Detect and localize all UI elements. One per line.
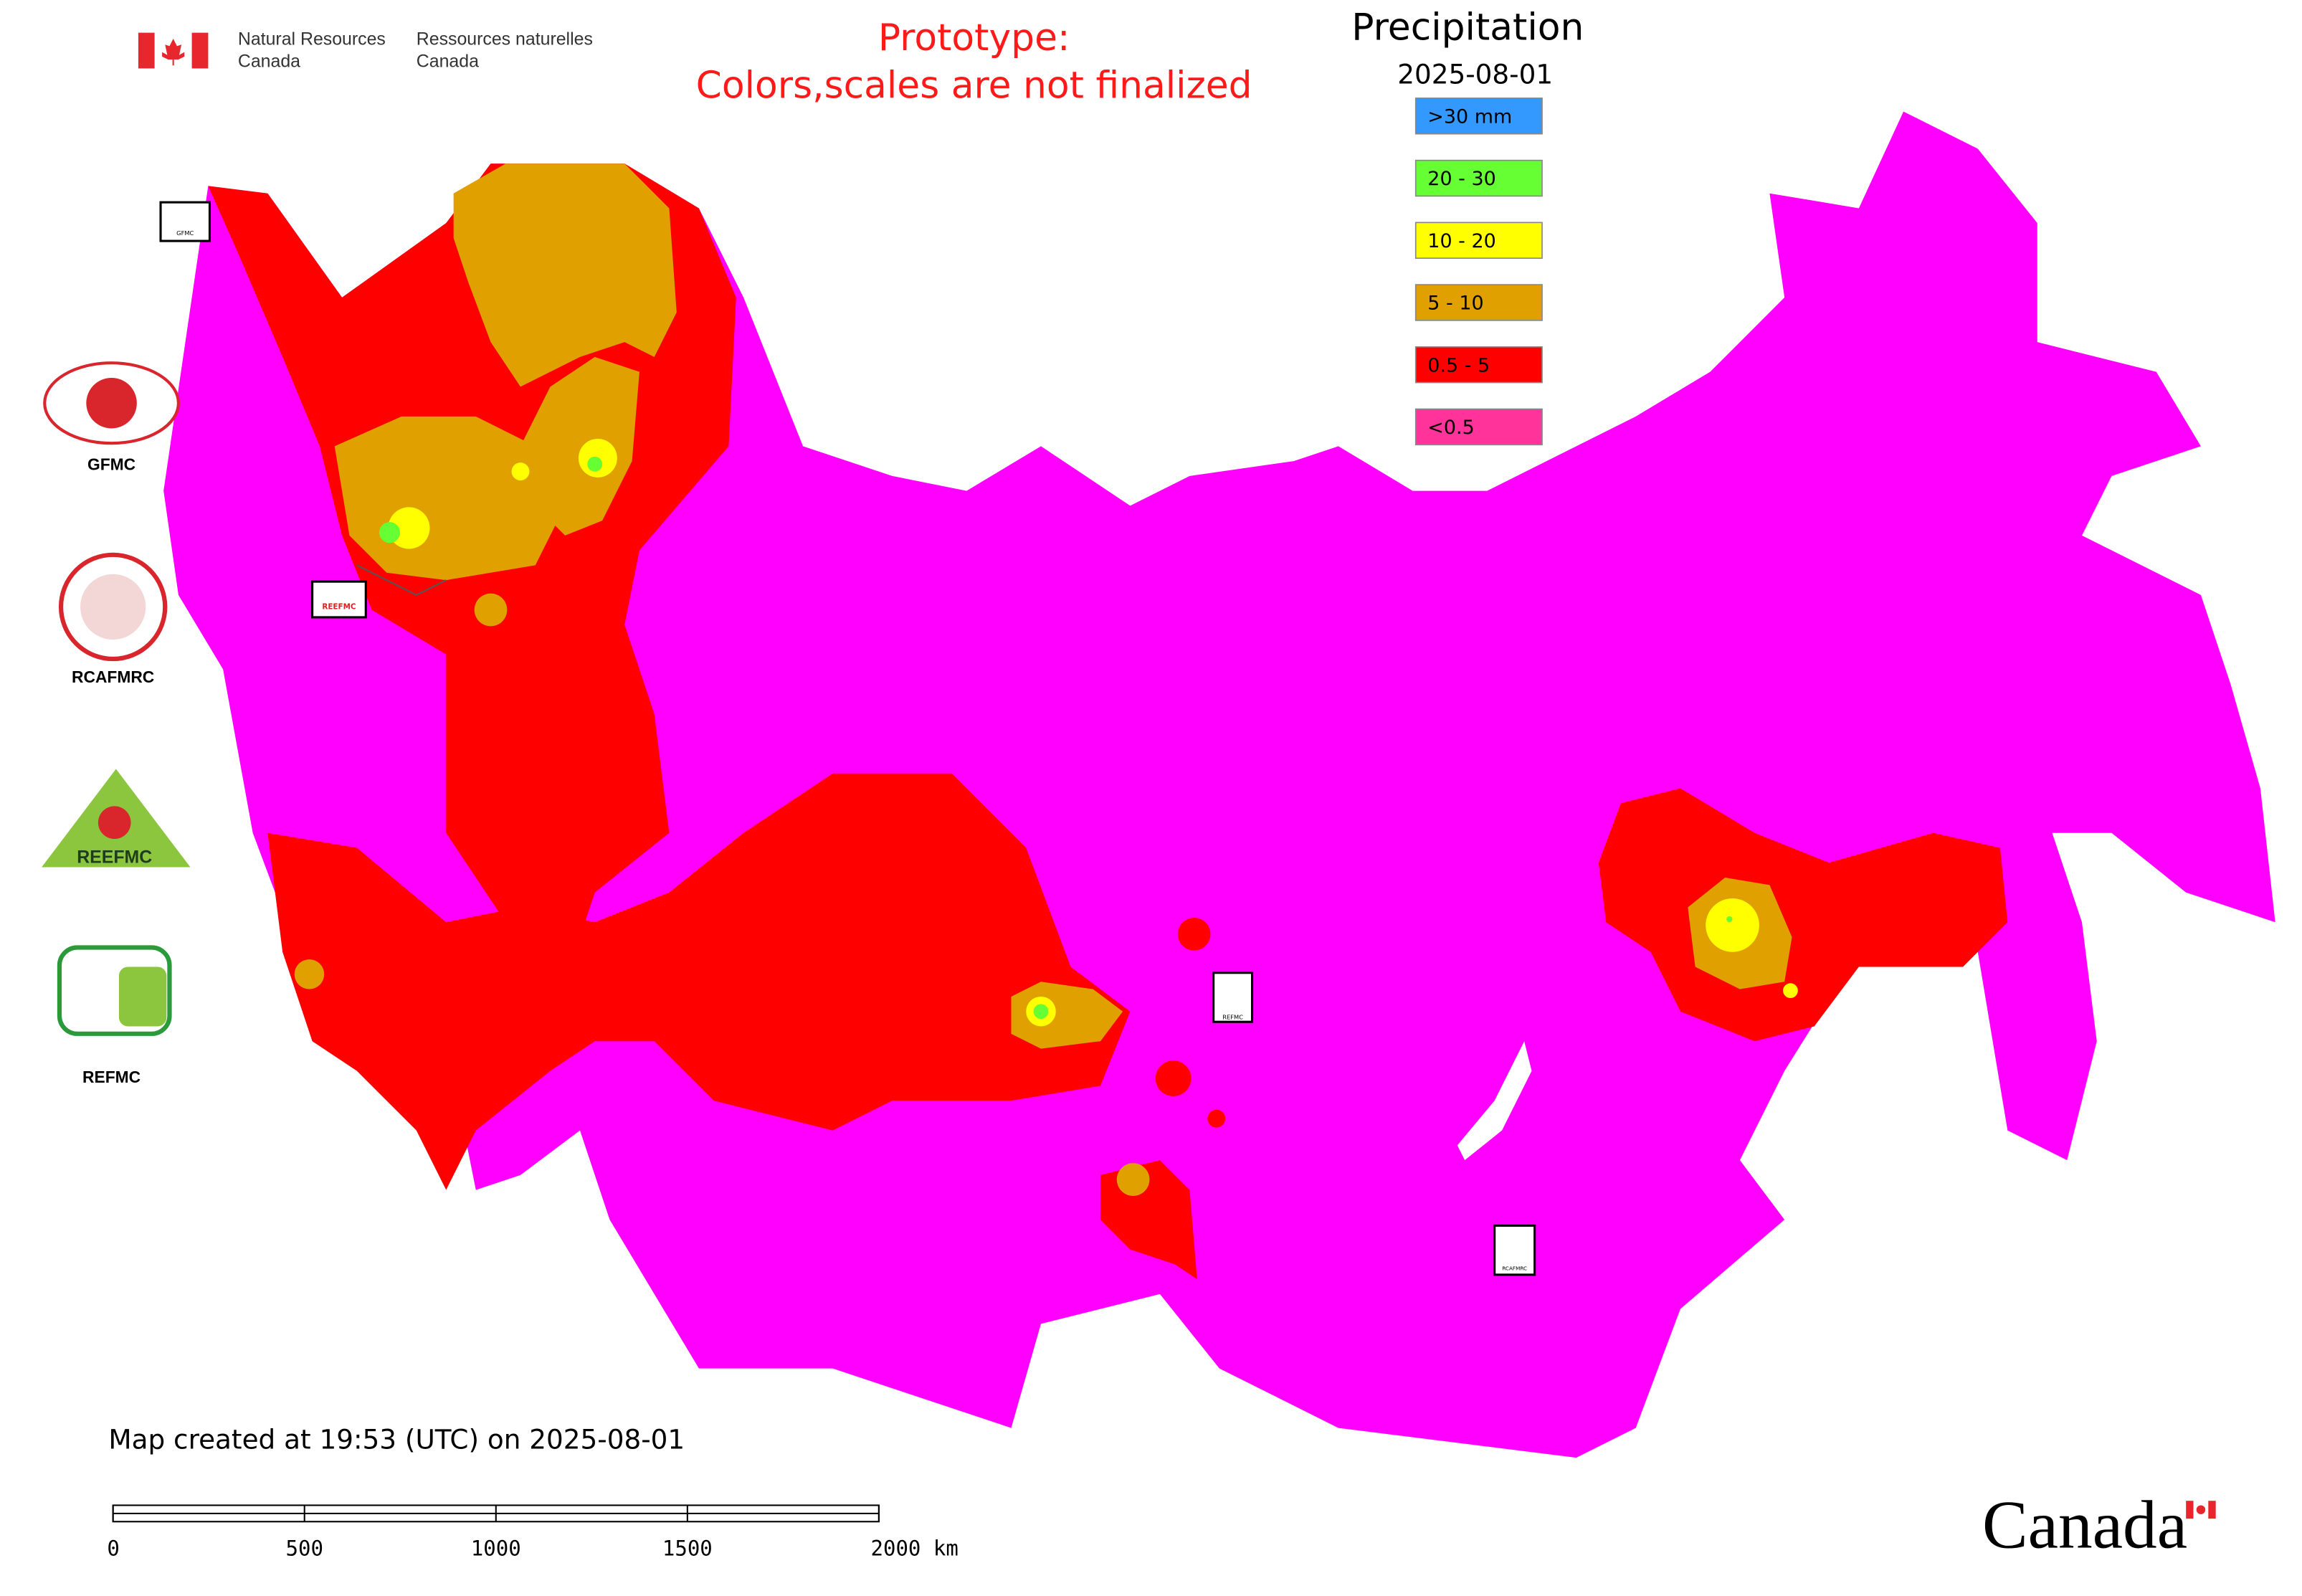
logo-refmc — [118, 966, 167, 1027]
logo-label: GFMC — [87, 455, 135, 473]
precip-area — [453, 163, 677, 387]
maple-leaf — [2196, 1505, 2206, 1514]
precip-area — [1726, 916, 1733, 923]
legend-swatch — [1414, 98, 1543, 135]
marker-label: REEFMC — [322, 602, 356, 611]
legend-label: 20 - 30 — [1427, 168, 1495, 190]
agency-fr: Canada — [417, 52, 479, 72]
logo-rcafmrc — [80, 574, 146, 640]
scale-label: 2000 km — [871, 1536, 959, 1561]
precip-area — [1207, 1109, 1226, 1128]
precip-area — [587, 456, 603, 472]
legend-swatch — [1414, 222, 1543, 259]
legend-label: 5 - 10 — [1427, 293, 1483, 315]
legend-title: Precipitation — [1351, 6, 1584, 49]
precip-area — [379, 522, 400, 543]
notice: Colors,scales are not finalized — [696, 64, 1252, 107]
scale-label: 1500 — [662, 1536, 713, 1561]
marker-label: REFMC — [1222, 1013, 1243, 1020]
canada-wordmark: Canada — [1982, 1487, 2216, 1563]
scale-bar: 0 500 1000 1500 2000 km — [107, 1504, 959, 1561]
lake — [1457, 1041, 1532, 1161]
legend-date: 2025-08-01 — [1397, 58, 1553, 90]
precip-area — [1706, 898, 1759, 952]
precip-area — [267, 773, 1131, 1190]
scale-label: 500 — [285, 1536, 323, 1561]
precip-area — [388, 507, 430, 549]
precip-area — [1033, 1004, 1049, 1020]
flag-bar — [2186, 1501, 2194, 1519]
precip-area — [1155, 1060, 1192, 1096]
logo-label: REEFMC — [77, 847, 152, 868]
agency-fr: Ressources naturelles — [417, 29, 593, 49]
legend-label: <0.5 — [1427, 417, 1474, 439]
legend-swatch — [1414, 284, 1543, 321]
notice: Prototype: — [878, 16, 1070, 60]
marker-frame — [159, 201, 211, 242]
logos: GFMC RCAFMRC REEFMC REFMC — [42, 361, 191, 1086]
logo-label: REFMC — [82, 1068, 141, 1086]
precip-area — [1783, 983, 1798, 999]
marker-label: GFMC — [176, 229, 194, 237]
scale-label: 1000 — [471, 1536, 521, 1561]
border — [356, 564, 447, 596]
map-markers: GFMC REEFMC REFMC RCAFMRC — [159, 201, 1536, 1276]
maple-leaf — [162, 38, 185, 66]
precip-area — [1177, 918, 1211, 951]
marker-label: RCAFMRC — [1502, 1265, 1527, 1272]
legend-label: >30 mm — [1427, 105, 1512, 128]
legend-label: 0.5 - 5 — [1427, 354, 1490, 376]
marker-frame — [311, 580, 367, 619]
legend-swatch — [1414, 159, 1543, 197]
wordmark: Canada — [1982, 1487, 2187, 1563]
logo-reefmc — [97, 806, 131, 840]
legend-swatch — [1414, 408, 1543, 446]
precip-area — [474, 593, 508, 627]
legend: Precipitation 2025-08-01 >30 mm 20 - 30 10… — [1351, 6, 1584, 446]
legend-swatch — [1414, 346, 1543, 384]
marker-frame — [1493, 1224, 1536, 1276]
precip-area — [1116, 1163, 1150, 1196]
flag-bar — [191, 32, 209, 69]
legend-label: 10 - 20 — [1427, 230, 1495, 252]
agency-en: Natural Resources — [238, 29, 386, 49]
flag-bar — [138, 32, 155, 69]
scale-label: 0 — [107, 1536, 119, 1561]
logo-gfmc — [86, 377, 137, 429]
precip-area — [294, 959, 325, 989]
precip-area — [1598, 788, 2008, 1042]
agency-en: Canada — [238, 52, 300, 72]
map — [163, 111, 2275, 1458]
created-note: Map created at 19:53 (UTC) on 2025-08-01 — [108, 1424, 685, 1455]
marker-frame — [1212, 972, 1254, 1023]
logo-label: RCAFMRC — [72, 668, 154, 686]
flag-bar — [2208, 1501, 2216, 1519]
precip-area — [511, 462, 530, 481]
nrcan-signature: Natural Resources Canada Ressources natu… — [138, 29, 593, 72]
